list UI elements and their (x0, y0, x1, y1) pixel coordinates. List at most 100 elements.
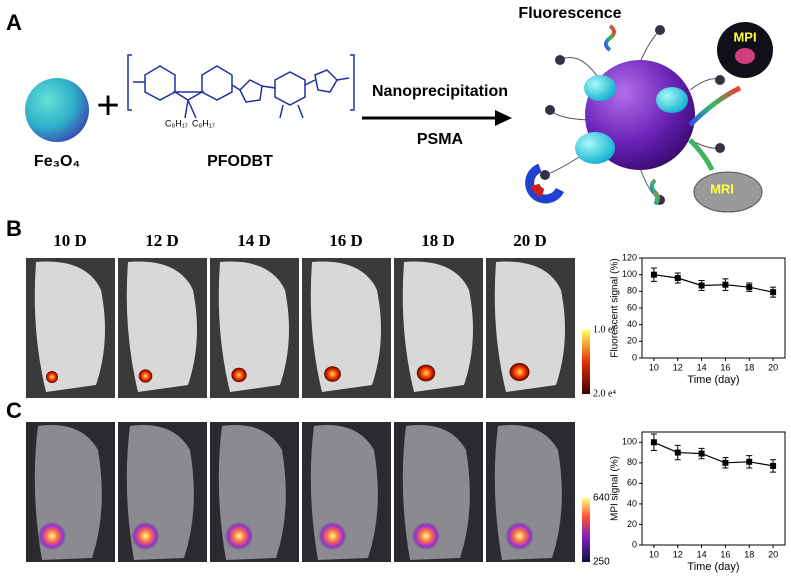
x-tick-label: 10 (649, 362, 659, 372)
arrow-top-label: Nanoprecipitation (372, 83, 508, 100)
y-tick-label: 100 (622, 437, 637, 447)
mri-arrow (688, 138, 715, 172)
data-point (698, 450, 705, 457)
panel-label: A (6, 10, 22, 35)
y-tick-label: 40 (627, 319, 637, 329)
y-tick-label: 0 (632, 352, 637, 362)
series-line (653, 274, 774, 293)
x-tick-label: 16 (720, 549, 730, 559)
y-axis-label: Fluorescent signal (%) (610, 258, 621, 357)
mpi-spot (735, 48, 755, 64)
fe3o4-particle (575, 132, 615, 164)
mouse (402, 261, 473, 392)
y-tick-label: 20 (627, 519, 637, 529)
fe3o4-sphere (25, 78, 89, 142)
colorbar-label: 250 (593, 557, 610, 568)
mouse (218, 261, 289, 392)
fe3o4-particle (584, 75, 616, 101)
x-axis-label: Time (day) (687, 374, 739, 386)
colorbar (582, 498, 590, 562)
data-point (698, 282, 705, 289)
data-point (722, 281, 729, 288)
magnet (530, 183, 545, 198)
x-tick-label: 12 (673, 549, 683, 559)
mpi-signal (318, 522, 347, 550)
data-point (770, 462, 777, 469)
mri-image (693, 171, 763, 213)
data-point (722, 459, 729, 466)
data-point (674, 275, 681, 281)
psma-chains (544, 29, 721, 201)
mpi-signal (38, 522, 66, 550)
tumor-signal (416, 364, 436, 382)
excitation-wave (650, 178, 660, 206)
colorbar-label: 1.0 e⁵ (593, 324, 616, 335)
y-tick-label: 0 (632, 539, 637, 549)
arrow-head (495, 110, 512, 126)
data-point (650, 439, 657, 446)
x-tick-label: 12 (673, 362, 683, 372)
day-label: 12 D (145, 231, 179, 250)
mouse (34, 261, 105, 392)
alkyl-label: C₈H₁₇ (192, 118, 215, 128)
x-tick-label: 18 (744, 362, 754, 372)
panel-label: B (6, 216, 22, 241)
mouse (126, 261, 197, 392)
colorbar-label: 640 (593, 493, 610, 504)
panel-label: C (6, 398, 22, 423)
fe3o4-label: Fe₃O₄ (34, 153, 80, 170)
tumor-signal (138, 369, 153, 383)
x-tick-label: 16 (720, 362, 730, 372)
plot-frame (641, 431, 786, 546)
structure (127, 54, 355, 119)
y-tick-label: 60 (627, 478, 637, 488)
y-tick-label: 80 (627, 457, 637, 467)
x-tick-label: 18 (744, 549, 754, 559)
x-tick-label: 20 (768, 549, 778, 559)
fe3o4-particle (656, 87, 688, 113)
fluorescence-label: Fluorescence (518, 5, 621, 22)
fluorescence-wave (604, 24, 616, 52)
mpi-label: MPI (733, 29, 756, 44)
alkyl-label: C₈H₁₇ (165, 118, 188, 128)
mpi-signal (225, 522, 253, 550)
tumor-signal (231, 367, 247, 383)
plus: + (96, 84, 119, 128)
mpi-signal (131, 522, 160, 550)
data-point (650, 271, 657, 278)
y-tick-label: 100 (622, 269, 637, 279)
data-point (746, 284, 753, 291)
colorbar-label: 2.0 e⁴ (593, 388, 616, 399)
y-tick-label: 80 (627, 286, 637, 296)
mpi-signal (412, 522, 440, 550)
y-tick-label: 60 (627, 302, 637, 312)
data-point (746, 458, 753, 465)
day-label: 16 D (329, 231, 363, 250)
y-tick-label: 20 (627, 336, 637, 346)
polymer-label: PFODBT (207, 153, 273, 170)
data-point (674, 449, 681, 456)
x-tick-label: 14 (697, 549, 707, 559)
y-axis-label: MPI signal (%) (610, 456, 621, 521)
tumor-signal (46, 371, 58, 383)
magnet (525, 163, 565, 204)
tumor-signal (509, 363, 530, 381)
data-point (770, 289, 777, 296)
mpi-arrow (688, 85, 742, 127)
x-tick-label: 14 (697, 362, 707, 372)
day-label: 10 D (53, 231, 87, 250)
plot-frame (641, 257, 786, 359)
day-label: 18 D (421, 231, 455, 250)
x-tick-label: 10 (649, 549, 659, 559)
tumor-signal (324, 366, 341, 382)
y-tick-label: 40 (627, 498, 637, 508)
mpi-signal (505, 522, 534, 550)
series-line (653, 441, 774, 467)
mouse (310, 261, 381, 392)
mouse (494, 261, 565, 392)
x-axis-label: Time (day) (687, 561, 739, 573)
x-tick-label: 20 (768, 362, 778, 372)
colorbar (582, 330, 590, 394)
mri-label: MRI (710, 181, 734, 196)
